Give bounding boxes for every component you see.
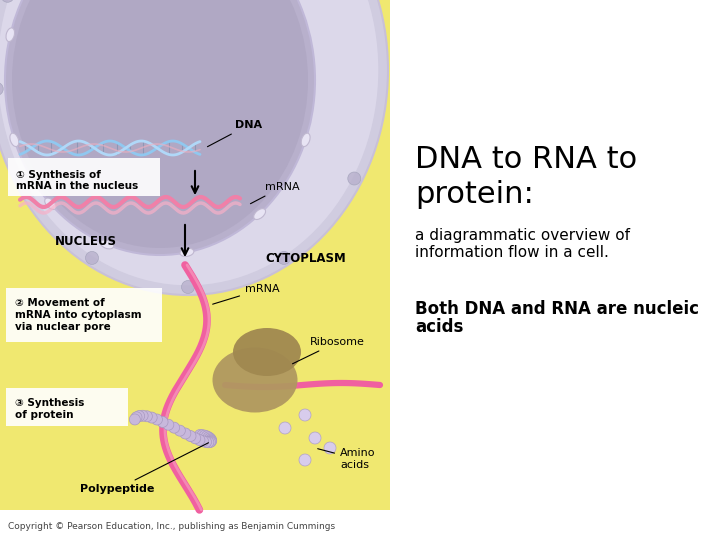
Text: mRNA in the nucleus: mRNA in the nucleus — [16, 181, 138, 191]
Circle shape — [185, 430, 196, 442]
Circle shape — [163, 419, 174, 430]
Text: acids: acids — [415, 318, 464, 336]
Circle shape — [137, 410, 148, 421]
Ellipse shape — [6, 28, 14, 42]
Text: ③ Synthesis: ③ Synthesis — [15, 398, 84, 408]
Text: Both DNA and RNA are nucleic: Both DNA and RNA are nucleic — [415, 300, 699, 318]
Ellipse shape — [277, 252, 290, 265]
Ellipse shape — [233, 328, 301, 376]
Circle shape — [197, 436, 209, 447]
Text: Ribosome: Ribosome — [292, 337, 365, 364]
Text: mRNA into cytoplasm: mRNA into cytoplasm — [15, 310, 142, 320]
Circle shape — [299, 454, 311, 466]
Text: a diagrammatic overview of: a diagrammatic overview of — [415, 228, 630, 243]
Ellipse shape — [5, 0, 315, 255]
Text: ② Movement of: ② Movement of — [15, 298, 104, 308]
Ellipse shape — [0, 83, 3, 96]
Circle shape — [130, 414, 140, 425]
Circle shape — [199, 430, 210, 441]
Ellipse shape — [348, 172, 361, 185]
Ellipse shape — [181, 280, 194, 294]
FancyBboxPatch shape — [6, 288, 162, 342]
FancyBboxPatch shape — [6, 388, 128, 426]
Text: of protein: of protein — [15, 410, 73, 420]
Circle shape — [197, 430, 208, 441]
Circle shape — [168, 422, 180, 433]
Text: ① Synthesis of: ① Synthesis of — [16, 170, 101, 180]
Circle shape — [141, 411, 153, 422]
Text: NUCLEUS: NUCLEUS — [55, 235, 117, 248]
Ellipse shape — [253, 208, 266, 219]
Bar — [0, 510, 390, 540]
Circle shape — [194, 429, 205, 441]
Circle shape — [205, 434, 217, 445]
Circle shape — [203, 437, 214, 448]
Circle shape — [202, 431, 212, 442]
Ellipse shape — [1, 0, 14, 2]
Circle shape — [279, 422, 291, 434]
Text: CYTOPLASM: CYTOPLASM — [265, 252, 346, 265]
Text: Polypeptide: Polypeptide — [80, 443, 209, 494]
Text: DNA to RNA to: DNA to RNA to — [415, 145, 637, 174]
Ellipse shape — [180, 248, 194, 256]
Circle shape — [205, 436, 217, 447]
Ellipse shape — [86, 252, 99, 265]
Circle shape — [204, 436, 215, 448]
Circle shape — [146, 412, 157, 423]
Circle shape — [131, 412, 142, 423]
Text: via nuclear pore: via nuclear pore — [15, 322, 111, 332]
Circle shape — [157, 416, 168, 428]
Ellipse shape — [45, 198, 56, 210]
Ellipse shape — [100, 240, 114, 249]
Circle shape — [180, 428, 191, 439]
Bar — [0, 0, 390, 510]
Ellipse shape — [0, 0, 379, 286]
Ellipse shape — [301, 133, 310, 146]
Circle shape — [194, 435, 205, 446]
Bar — [390, 0, 720, 540]
Circle shape — [324, 442, 336, 454]
FancyBboxPatch shape — [8, 158, 160, 196]
Text: information flow in a cell.: information flow in a cell. — [415, 245, 609, 260]
Ellipse shape — [15, 172, 28, 185]
Text: Copyright © Pearson Education, Inc., publishing as Benjamin Cummings: Copyright © Pearson Education, Inc., pub… — [8, 522, 335, 531]
Text: Amino
acids: Amino acids — [318, 448, 376, 470]
Ellipse shape — [12, 0, 308, 248]
Circle shape — [203, 432, 214, 443]
Ellipse shape — [212, 348, 297, 413]
Text: DNA: DNA — [207, 120, 262, 147]
Circle shape — [201, 436, 212, 448]
Circle shape — [309, 432, 321, 444]
Circle shape — [174, 425, 185, 436]
Ellipse shape — [0, 0, 388, 295]
Circle shape — [204, 433, 215, 444]
Circle shape — [151, 414, 163, 425]
Text: mRNA: mRNA — [251, 182, 300, 204]
Circle shape — [206, 435, 217, 446]
Text: mRNA: mRNA — [212, 284, 279, 304]
Text: protein:: protein: — [415, 180, 534, 209]
Circle shape — [134, 410, 145, 422]
Circle shape — [299, 409, 311, 421]
Circle shape — [190, 433, 201, 444]
Ellipse shape — [10, 133, 19, 146]
